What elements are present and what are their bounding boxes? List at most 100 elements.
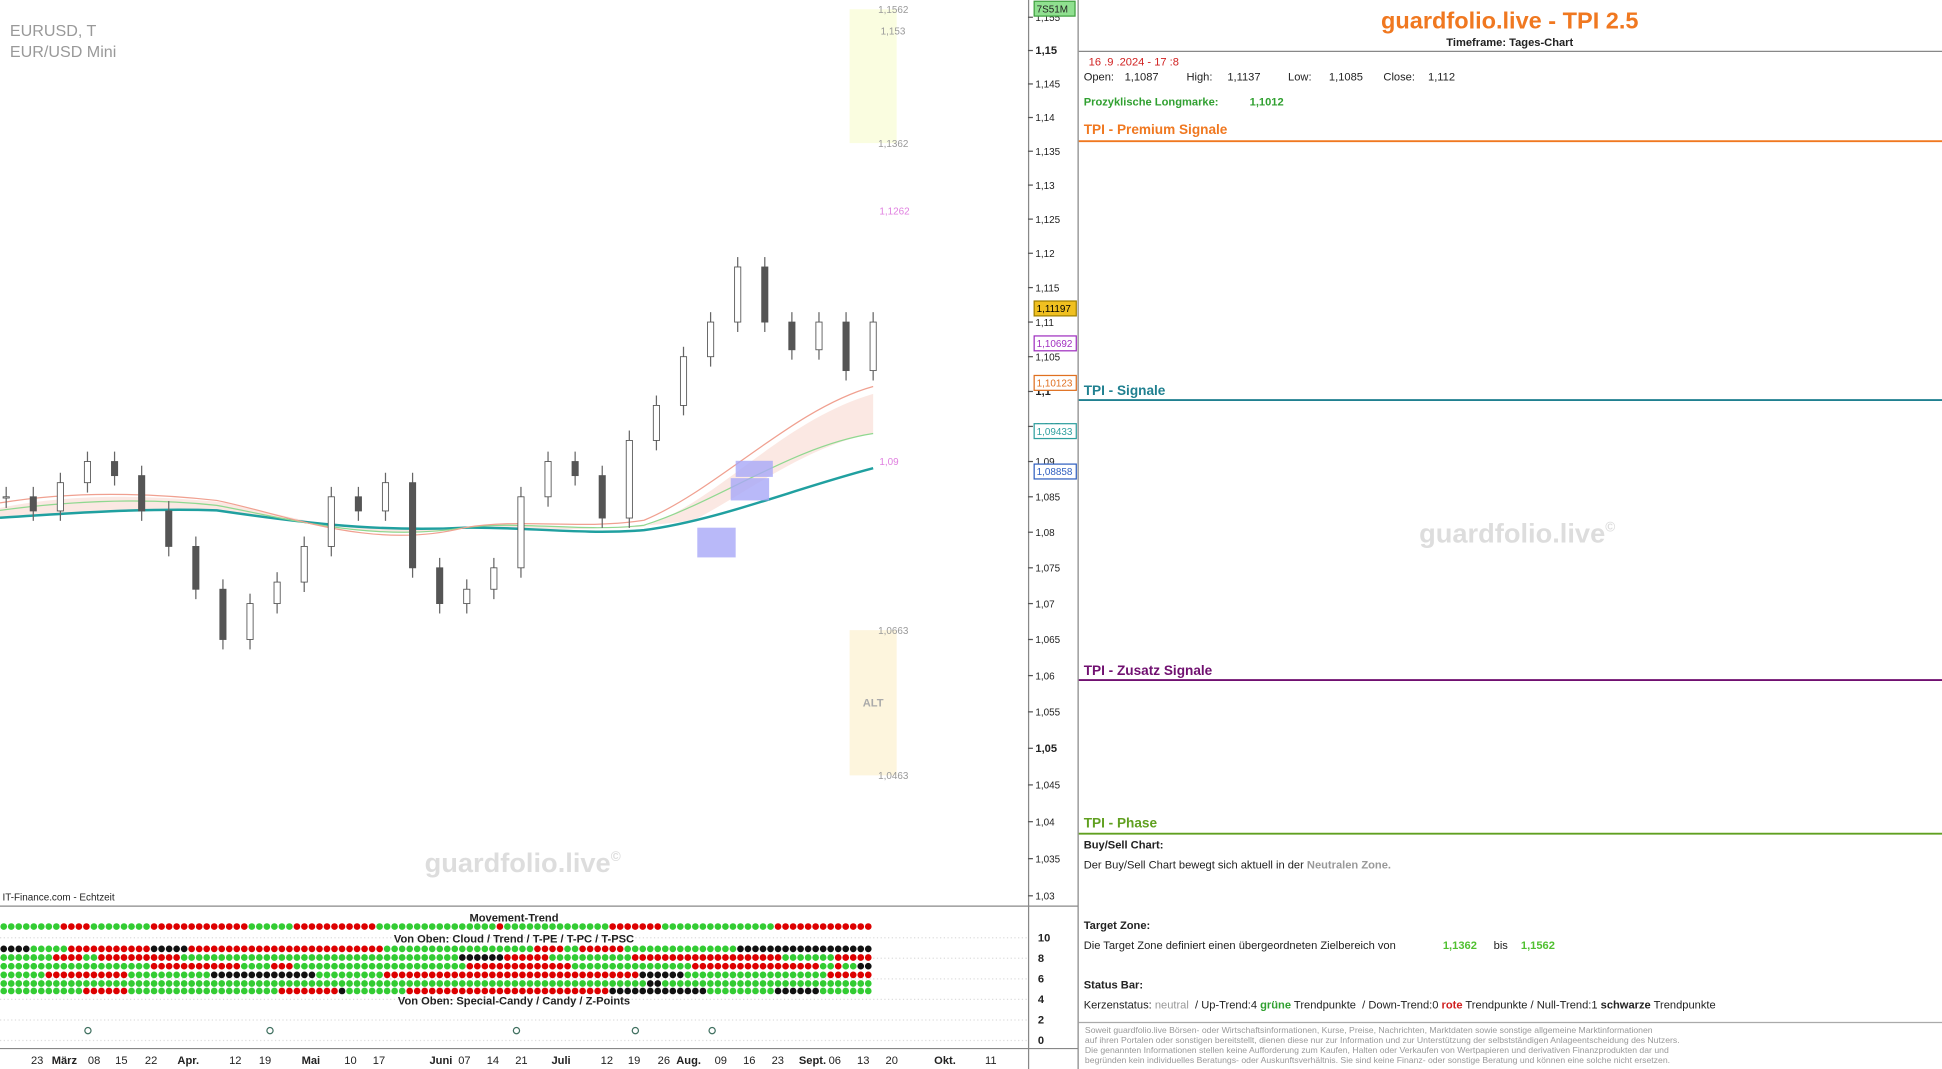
indicator-dot [15,954,23,961]
indicator-dot [308,987,316,995]
indicator-dot [30,971,38,979]
buysell-head: Buy/Sell Chart: [1084,840,1164,852]
ohlc-label: Low: [1288,72,1311,84]
indicator-dot [0,987,8,995]
indicator-dot [346,923,353,930]
indicator-title: Von Oben: Special-Candy / Candy / Z-Poin… [398,996,630,1008]
candle [571,461,579,477]
indicator-dot [90,954,98,961]
indicator-dot [278,954,286,961]
z-point [266,1026,274,1035]
indicator-dot [316,923,323,930]
indicator-dot [105,987,113,995]
indicator-dot [75,962,83,970]
indicator-dot [767,954,774,961]
indicator-dot [774,971,782,979]
indicator-dot [225,980,233,987]
indicator-dot [83,954,90,961]
indicator-dot [699,945,707,953]
indicator-dot [443,971,451,979]
indicator-dot [286,954,293,961]
indicator-dot [774,945,782,953]
indicator-dot [473,987,481,995]
indicator-dot [7,945,15,953]
indicator-dot [594,980,601,987]
indicator-dot [308,923,316,930]
x-tick-label: 10 [344,1055,356,1067]
indicator-dot [218,954,226,961]
indicator-dot [767,980,774,987]
indicator-dot [473,954,481,961]
indicator-dot [293,971,301,979]
indicator-dot [541,923,549,930]
indicator-dot [729,987,737,995]
indicator-dot [864,954,872,961]
indicator-dot [722,923,729,930]
indicator-dot [195,980,203,987]
indicator-dot [458,980,466,987]
indicator-dot [195,923,203,930]
section-title: TPI - Zusatz Signale [1084,663,1213,678]
indicator-dot [692,962,699,970]
indicator-dot [173,923,180,930]
indicator-dot [586,923,594,930]
indicator-dot [631,954,639,961]
indicator-dot [827,987,835,995]
indicator-dot [759,962,767,970]
indicator-dot [451,923,459,930]
indicator-dot [22,945,30,953]
indicator-dot [173,980,180,987]
indicator-dot [586,987,594,995]
indicator-dot [436,971,444,979]
indicator-dot [812,987,819,995]
indicator-dot [804,962,812,970]
indicator-dot [767,971,774,979]
indicator-dot [158,954,165,961]
indicator-dot [391,962,398,970]
section-title: TPI - Phase [1084,815,1158,830]
x-tick-label: Mai [302,1055,321,1067]
indicator-dot [624,987,632,995]
indicator-dot [466,945,474,953]
indicator-dot [263,971,271,979]
indicator-dot [301,962,308,970]
indicator-dot [406,971,414,979]
indicator-dot [609,980,617,987]
indicator-dot [526,962,534,970]
indicator-dot [489,962,496,970]
indicator-dot [22,954,30,961]
indicator-dot [383,945,391,953]
indicator-dot [368,962,376,970]
indicator-dot [143,987,150,995]
indicator-dot [804,971,812,979]
indicator-dot [105,971,113,979]
status-head: Status Bar: [1084,979,1143,991]
indicator-dot [616,980,624,987]
indicator-dot [113,945,120,953]
indicator-dot [225,987,233,995]
y-tick-label: 1,115 [1035,283,1060,294]
indicator-dot [714,945,722,953]
indicator-dot [37,945,45,953]
indicator-dot [15,962,23,970]
indicator-dot [368,923,376,930]
indicator-dot [37,954,45,961]
indicator-dot [504,962,511,970]
indicator-dot [30,945,38,953]
indicator-dot [646,980,654,987]
indicator-dot [413,962,421,970]
indicator-dot [601,980,609,987]
indicator-dot [180,980,188,987]
indicator-dot [271,971,278,979]
status-part: / Up-Trend:4 [1189,999,1260,1011]
watermark: guardfolio.live© [425,847,621,878]
indicator-dot [135,962,143,970]
indicator-dot [661,962,669,970]
indicator-dot [436,923,444,930]
indicator-dot [722,987,729,995]
indicator-dot [233,954,241,961]
indicator-dot [60,987,68,995]
y-tick-label: 1,075 [1035,564,1060,575]
indicator-dot [68,962,75,970]
indicator-dot [556,971,564,979]
